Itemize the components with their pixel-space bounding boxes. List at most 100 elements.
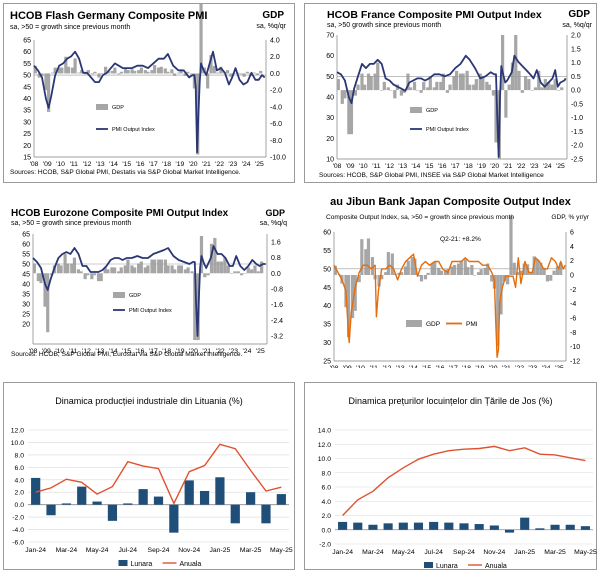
x-tick-label: '22 bbox=[215, 161, 224, 168]
y2-tick-label: -4 bbox=[570, 301, 576, 308]
gdp-bar bbox=[506, 275, 510, 285]
x-tick-label: '24 bbox=[242, 161, 251, 168]
x-tick-label: '22 bbox=[517, 163, 526, 170]
gdp-bar bbox=[103, 66, 108, 74]
gdp-bar bbox=[377, 275, 381, 287]
x-tick-label: '09 bbox=[346, 163, 355, 170]
bar-lunara bbox=[169, 504, 179, 533]
y-tick-label: 12.0 bbox=[11, 428, 24, 435]
y-tick-label: 12.0 bbox=[318, 442, 331, 449]
y2-tick-label: -10.0 bbox=[270, 155, 286, 162]
y-tick-label: 10.0 bbox=[318, 456, 331, 463]
x-tick-label: '23 bbox=[229, 348, 238, 355]
x-tick-label: Mar-24 bbox=[56, 547, 78, 554]
gdp-bar bbox=[173, 269, 177, 274]
x-tick-label: '19 bbox=[176, 348, 185, 355]
gdp-bar bbox=[143, 70, 147, 74]
gdp-bar bbox=[90, 273, 94, 280]
y-tick-label: -2.0 bbox=[12, 515, 24, 522]
gdp-bar bbox=[461, 73, 465, 91]
x-tick-label: '18 bbox=[162, 348, 171, 355]
gdp-bar bbox=[166, 71, 170, 74]
x-tick-label: Mar-25 bbox=[544, 549, 566, 556]
bar-lunara bbox=[261, 504, 271, 524]
x-tick-label: '24 bbox=[543, 163, 552, 170]
x-tick-label: '12 bbox=[383, 365, 392, 368]
x-tick-label: '11 bbox=[69, 348, 78, 355]
x-tick-label: '13 bbox=[96, 161, 105, 168]
gdp-bar bbox=[77, 72, 81, 74]
gdp-bar bbox=[468, 84, 472, 91]
gdp-bar bbox=[110, 267, 114, 274]
gdp-bar bbox=[139, 67, 143, 74]
gdp-bar bbox=[70, 67, 75, 74]
bar-lunara bbox=[46, 504, 56, 516]
chart-source: Sources: HCOB, S&P Global PMI, Destatis … bbox=[10, 169, 241, 176]
germany-chart-svg: 15 20 25 30 35 40 45 50 55 60 65 -10.0 -8.0 -6.0 -4.0 -… bbox=[23, 4, 286, 168]
gdp-bar bbox=[46, 273, 50, 333]
gdp-bar bbox=[439, 81, 443, 91]
gdp-bar bbox=[250, 269, 254, 274]
x-tick-label: '10 bbox=[359, 163, 368, 170]
y-tick-label: 40 bbox=[22, 282, 30, 289]
y-tick-label: 30 bbox=[323, 340, 331, 347]
gdp-bar bbox=[83, 273, 87, 280]
x-tick-label: May-25 bbox=[574, 549, 597, 556]
gdp-bar bbox=[126, 259, 130, 274]
y2-tick-label: -6 bbox=[570, 316, 576, 323]
y-tick-label: 30 bbox=[23, 119, 31, 126]
y2-tick-label: 1.5 bbox=[571, 46, 581, 53]
y-tick-label: 10.0 bbox=[11, 440, 24, 447]
chart-panel-lithuania: -6.0 -4.0 -2.0 0.0 2.0 4.0 6.0 8.0 10.0 12.0 Jan-2… bbox=[3, 382, 295, 570]
bar-lunara bbox=[153, 496, 164, 505]
x-tick-label: '08 bbox=[333, 163, 342, 170]
bar-lunara bbox=[199, 490, 210, 505]
gdp-bar bbox=[472, 275, 477, 276]
gdp-bar bbox=[229, 273, 234, 274]
line-anuala bbox=[35, 443, 282, 506]
gdp-bar bbox=[119, 267, 123, 274]
gdp-bar bbox=[177, 265, 181, 274]
x-tick-label: '23 bbox=[530, 163, 539, 170]
gdp-bar bbox=[176, 72, 181, 74]
gdp-bar bbox=[560, 87, 564, 91]
x-tick-label: '20 bbox=[490, 163, 499, 170]
gdp-bar bbox=[524, 76, 528, 91]
x-tick-label: Jul-24 bbox=[119, 547, 138, 554]
bar-lunara bbox=[398, 522, 408, 530]
y2-tick-label: 6 bbox=[570, 230, 574, 237]
y2-tick-label: -12 bbox=[570, 359, 580, 366]
legend-label-gdp: GDP bbox=[426, 108, 438, 114]
legend-label-gdp: GDP bbox=[426, 321, 440, 328]
y-tick-label: 45 bbox=[323, 285, 331, 292]
y2-tick-label: -8 bbox=[570, 330, 576, 337]
gdp-bar bbox=[340, 90, 344, 104]
gdp-bar bbox=[435, 81, 439, 91]
gdp-bar bbox=[517, 70, 521, 91]
bar-lunara bbox=[215, 477, 225, 505]
gdp-bar bbox=[46, 73, 51, 112]
gdp-bar bbox=[366, 238, 371, 275]
gdp-bar bbox=[239, 273, 244, 276]
x-tick-label: '17 bbox=[451, 163, 460, 170]
x-tick-label: '19 bbox=[175, 161, 184, 168]
gdp-bar bbox=[66, 263, 70, 274]
y-tick-label: 6.0 bbox=[322, 485, 332, 492]
gdp-bar bbox=[259, 70, 263, 74]
gdp-bar bbox=[390, 253, 394, 275]
gdp-bar bbox=[530, 90, 534, 91]
gdp-bar bbox=[172, 73, 177, 76]
gdp-bar bbox=[481, 76, 485, 91]
gdp-bar bbox=[73, 58, 77, 74]
gdp-bar bbox=[400, 272, 404, 275]
gdp-bar bbox=[356, 84, 360, 91]
x-tick-label: '09 bbox=[42, 348, 51, 355]
x-tick-label: '19 bbox=[477, 163, 486, 170]
gdp-bar bbox=[483, 267, 487, 275]
x-tick-label: '18 bbox=[162, 161, 171, 168]
gdp-bar bbox=[409, 87, 413, 91]
gdp-bar bbox=[126, 70, 130, 74]
right-axis-title: GDP bbox=[262, 10, 284, 21]
y2-tick-label: -1.6 bbox=[271, 302, 283, 309]
pmi-line bbox=[32, 245, 266, 337]
